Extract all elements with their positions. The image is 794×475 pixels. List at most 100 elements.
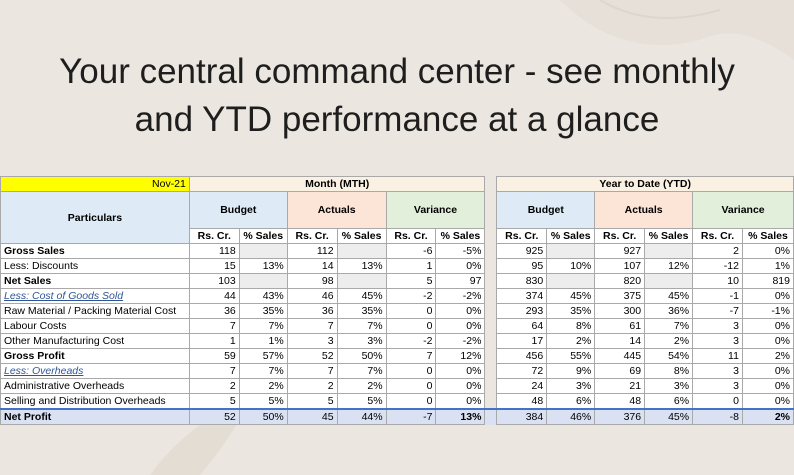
value-cell[interactable]: 17 [496,333,548,349]
value-cell[interactable]: 14 [594,333,646,349]
value-cell[interactable]: 21 [594,378,646,394]
value-cell[interactable]: 7 [286,363,338,379]
value-cell[interactable]: 14 [286,258,338,274]
value-cell[interactable]: -2% [435,333,486,349]
value-cell[interactable]: 15 [188,258,240,274]
value-cell[interactable]: 118 [188,243,240,259]
value-cell[interactable]: 7 [188,318,240,334]
value-cell[interactable]: 48 [594,393,646,410]
value-cell[interactable]: 12% [644,258,694,274]
value-cell[interactable]: 830 [496,273,548,289]
value-cell[interactable]: 35% [546,303,596,319]
value-cell[interactable]: -1 [692,288,743,304]
value-cell[interactable]: 11 [692,348,743,364]
value-cell[interactable]: 3 [286,333,338,349]
value-cell[interactable]: 0 [385,378,437,394]
row-label[interactable]: Selling and Distribution Overheads [0,393,190,410]
value-cell[interactable]: 103 [188,273,240,289]
value-cell[interactable]: -1% [741,303,794,319]
value-cell[interactable]: 0% [435,378,486,394]
value-cell[interactable]: -6 [385,243,437,259]
value-cell[interactable]: 45 [286,408,338,425]
value-cell[interactable] [336,273,387,289]
value-cell[interactable]: 5 [385,273,437,289]
value-cell[interactable]: 6% [644,393,694,410]
value-cell[interactable]: 112 [286,243,338,259]
value-cell[interactable]: 8% [546,318,596,334]
value-cell[interactable]: -8 [692,408,743,425]
value-cell[interactable]: 5% [336,393,387,410]
value-cell[interactable]: 3 [692,363,743,379]
value-cell[interactable]: 3 [692,378,743,394]
value-cell[interactable] [238,273,288,289]
value-cell[interactable]: 59 [188,348,240,364]
value-cell[interactable]: 1 [188,333,240,349]
value-cell[interactable]: 46% [546,408,596,425]
value-cell[interactable]: 45% [336,288,387,304]
value-cell[interactable]: 10 [692,273,743,289]
value-cell[interactable]: 98 [286,273,338,289]
value-cell[interactable]: 2% [741,408,794,425]
value-cell[interactable] [644,243,694,259]
row-label[interactable]: Labour Costs [0,318,190,334]
value-cell[interactable]: 376 [594,408,646,425]
value-cell[interactable]: 9% [546,363,596,379]
value-cell[interactable]: 0% [435,363,486,379]
value-cell[interactable]: 5% [238,393,288,410]
value-cell[interactable]: 57% [238,348,288,364]
value-cell[interactable]: 2% [644,333,694,349]
value-cell[interactable]: 0 [385,318,437,334]
value-cell[interactable]: 35% [336,303,387,319]
value-cell[interactable]: 52 [188,408,240,425]
value-cell[interactable]: 1% [741,258,794,274]
value-cell[interactable]: 7 [286,318,338,334]
value-cell[interactable]: 55% [546,348,596,364]
value-cell[interactable]: -2 [385,333,437,349]
row-label[interactable]: Net Profit [0,408,190,425]
value-cell[interactable]: 6% [546,393,596,410]
value-cell[interactable]: 0 [385,303,437,319]
value-cell[interactable]: 24 [496,378,548,394]
value-cell[interactable]: 36 [286,303,338,319]
value-cell[interactable]: 12% [435,348,486,364]
value-cell[interactable]: 35% [238,303,288,319]
value-cell[interactable]: 2 [286,378,338,394]
value-cell[interactable]: 36 [188,303,240,319]
value-cell[interactable]: 3% [336,333,387,349]
value-cell[interactable]: 384 [496,408,548,425]
value-cell[interactable]: 2 [188,378,240,394]
value-cell[interactable]: 7 [385,348,437,364]
value-cell[interactable]: 5 [286,393,338,410]
value-cell[interactable]: 0% [741,378,794,394]
value-cell[interactable]: 7% [336,363,387,379]
value-cell[interactable]: 69 [594,363,646,379]
value-cell[interactable]: 375 [594,288,646,304]
value-cell[interactable]: 927 [594,243,646,259]
value-cell[interactable]: 3 [692,318,743,334]
value-cell[interactable]: 46 [286,288,338,304]
value-cell[interactable]: 13% [336,258,387,274]
value-cell[interactable]: 45% [644,408,694,425]
value-cell[interactable]: 54% [644,348,694,364]
value-cell[interactable]: 3% [546,378,596,394]
row-label[interactable]: Net Sales [0,273,190,289]
value-cell[interactable] [546,243,596,259]
value-cell[interactable]: 7% [238,363,288,379]
value-cell[interactable]: 0% [435,393,486,410]
value-cell[interactable] [546,273,596,289]
value-cell[interactable]: -12 [692,258,743,274]
value-cell[interactable]: 0% [741,318,794,334]
value-cell[interactable]: 300 [594,303,646,319]
row-label[interactable]: Less: Discounts [0,258,190,274]
value-cell[interactable]: 13% [435,408,486,425]
value-cell[interactable] [238,243,288,259]
period-cell[interactable]: Nov-21 [0,176,190,192]
value-cell[interactable]: 7 [188,363,240,379]
value-cell[interactable]: 2 [692,243,743,259]
row-label[interactable]: Less: Cost of Goods Sold [0,288,190,304]
value-cell[interactable]: 0% [741,243,794,259]
value-cell[interactable]: 2% [741,348,794,364]
value-cell[interactable]: 0% [741,393,794,410]
value-cell[interactable]: -5% [435,243,486,259]
value-cell[interactable]: 374 [496,288,548,304]
